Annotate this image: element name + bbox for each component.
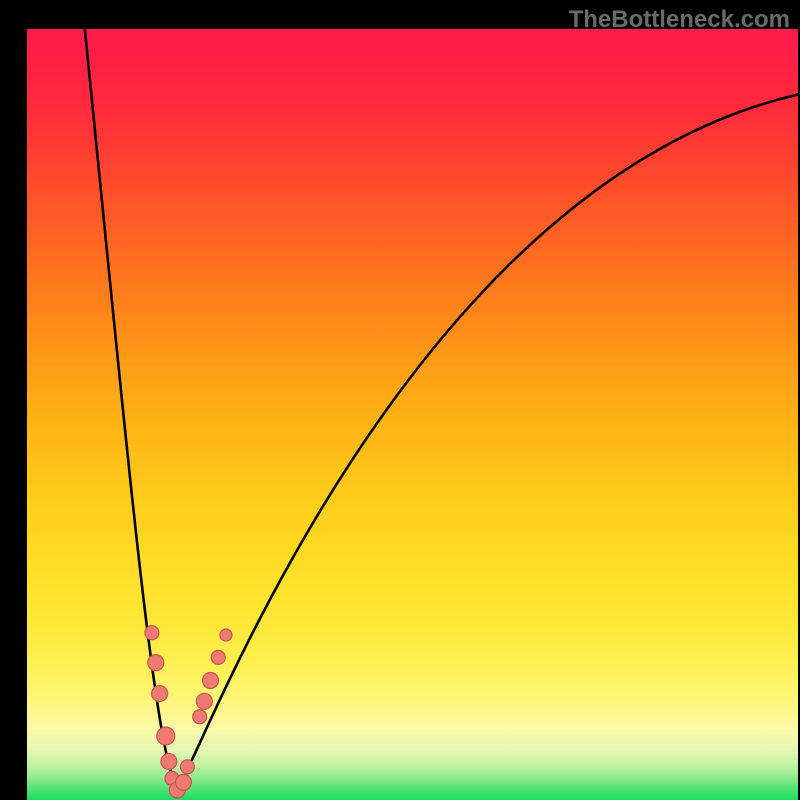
curve-marker bbox=[152, 686, 168, 702]
curve-marker bbox=[211, 650, 225, 664]
curve-marker bbox=[176, 774, 192, 790]
curve-marker bbox=[220, 629, 232, 641]
curve-marker bbox=[161, 753, 177, 769]
curve-marker bbox=[196, 693, 212, 709]
curve-marker bbox=[180, 760, 194, 774]
bottleneck-plot bbox=[27, 29, 798, 800]
curve-marker bbox=[157, 727, 175, 745]
curve-marker bbox=[193, 710, 207, 724]
watermark-text: TheBottleneck.com bbox=[569, 6, 790, 34]
chart-root: TheBottleneck.com bbox=[0, 0, 800, 800]
curve-marker bbox=[203, 673, 219, 689]
plot-background bbox=[27, 29, 798, 800]
curve-marker bbox=[145, 626, 159, 640]
curve-marker bbox=[148, 655, 164, 671]
